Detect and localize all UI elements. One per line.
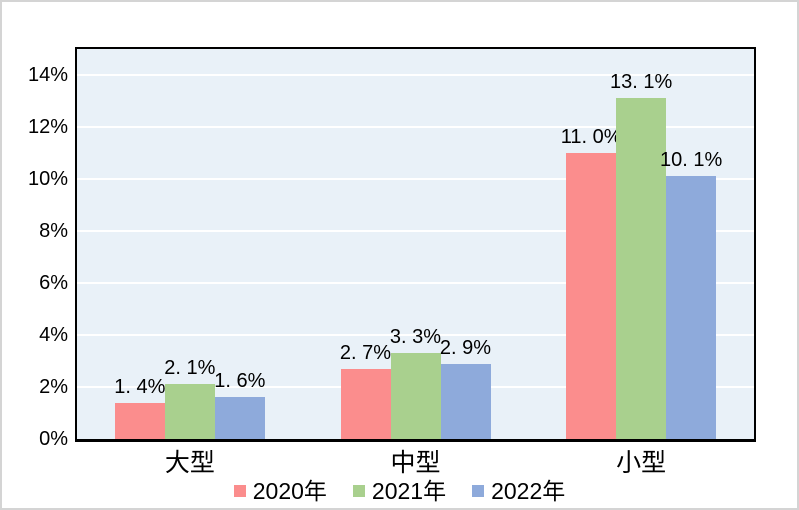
plot-area: 1. 4% 2. 7% 11. 0% 2. 1% 3. 3% 13. 1% 1. 6% 2. … [75, 47, 756, 442]
bar-2020年-小型 [566, 153, 617, 439]
category-label: 小型 [616, 449, 667, 477]
gridline [77, 230, 754, 232]
legend-label: 2020年 [252, 478, 327, 504]
legend-label: 2022年 [491, 478, 566, 504]
y-tick-label: 8% [39, 220, 68, 242]
bar-2022年-大型 [214, 397, 265, 439]
legend: 2020年 2021年 2022年 [2, 476, 797, 506]
gridline [77, 126, 754, 128]
legend-swatch [472, 485, 485, 497]
gridline [77, 282, 754, 284]
gridline [77, 178, 754, 180]
bar-2020年-中型 [340, 368, 391, 439]
bar-data-label: 3. 3% [389, 326, 442, 349]
legend-item-2020年: 2020年 [233, 477, 327, 505]
bar-data-label: 10. 1% [660, 149, 723, 172]
legend-swatch [352, 485, 365, 497]
bar-2021年-大型 [164, 384, 215, 439]
gridline [77, 334, 754, 336]
y-tick-label: 2% [39, 376, 68, 398]
gridline [77, 74, 754, 76]
bar-data-label: 2. 1% [164, 357, 216, 380]
category-label: 大型 [164, 449, 215, 477]
bar-2020年-大型 [114, 402, 165, 439]
bar-data-label: 2. 7% [339, 341, 392, 364]
y-tick-label: 4% [39, 324, 68, 346]
bar-data-label: 13. 1% [610, 71, 673, 94]
bar-2021年-小型 [616, 98, 667, 439]
legend-swatch [233, 485, 246, 497]
bar-data-label: 1. 6% [214, 370, 266, 393]
y-tick-label: 0% [39, 428, 68, 450]
legend-item-2022年: 2022年 [472, 477, 565, 505]
bar-data-label: 2. 9% [439, 336, 492, 359]
legend-label: 2021年 [371, 478, 447, 504]
bar-data-label: 11. 0% [560, 126, 622, 148]
y-tick-label: 14% [27, 64, 68, 86]
bar-2021年-中型 [390, 353, 441, 439]
y-tick-label: 10% [27, 168, 68, 190]
bar-2022年-中型 [440, 363, 491, 439]
y-tick-label: 12% [27, 116, 68, 138]
bar-2022年-小型 [666, 176, 717, 439]
y-tick-label: 6% [39, 272, 68, 294]
legend-item-2021年: 2021年 [352, 477, 447, 505]
category-label: 中型 [390, 449, 441, 477]
bar-data-label: 1. 4% [114, 375, 166, 398]
